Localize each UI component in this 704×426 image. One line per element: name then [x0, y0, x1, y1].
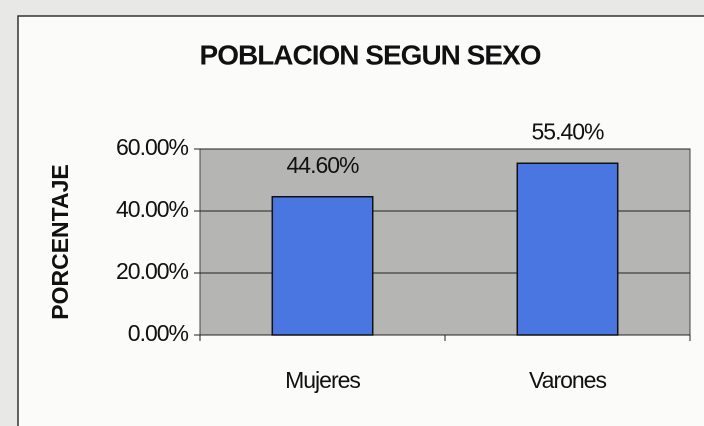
bar: [271, 195, 374, 336]
chart-title: POBLACION SEGUN SEXO: [200, 39, 541, 70]
x-tick-label: Varones: [529, 367, 606, 393]
bar: [516, 162, 619, 336]
data-label: 44.60%: [286, 152, 359, 178]
y-tick-label: 20.00%: [116, 258, 189, 284]
data-label: 55.40%: [531, 118, 604, 144]
y-axis-label: PORCENTAJE: [47, 164, 73, 320]
x-tick-label: Mujeres: [285, 367, 360, 393]
y-tick-label: 60.00%: [116, 134, 189, 160]
y-tick-label: 40.00%: [116, 196, 189, 222]
y-tick-label: 0.00%: [128, 320, 189, 346]
